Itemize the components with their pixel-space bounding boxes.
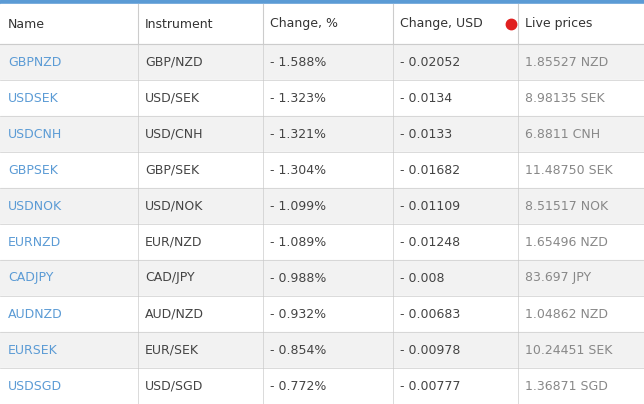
Bar <box>0 260 644 296</box>
Text: GBP/NZD: GBP/NZD <box>145 55 203 69</box>
Text: - 1.588%: - 1.588% <box>270 55 327 69</box>
Text: 6.8811 CNH: 6.8811 CNH <box>525 128 600 141</box>
Text: AUDNZD: AUDNZD <box>8 307 62 320</box>
Text: USDNOK: USDNOK <box>8 200 62 213</box>
Text: Live prices: Live prices <box>525 17 592 30</box>
Bar <box>0 44 644 80</box>
Text: - 0.0133: - 0.0133 <box>400 128 452 141</box>
Text: EUR/SEK: EUR/SEK <box>145 343 199 356</box>
Text: EUR/NZD: EUR/NZD <box>145 236 202 248</box>
Text: CAD/JPY: CAD/JPY <box>145 271 194 284</box>
Text: GBP/SEK: GBP/SEK <box>145 164 199 177</box>
Text: USD/SEK: USD/SEK <box>145 91 200 105</box>
Bar <box>0 224 644 260</box>
Text: - 0.00978: - 0.00978 <box>400 343 460 356</box>
Bar <box>0 368 644 404</box>
Text: - 0.02052: - 0.02052 <box>400 55 460 69</box>
Text: USD/NOK: USD/NOK <box>145 200 204 213</box>
Text: - 0.854%: - 0.854% <box>270 343 327 356</box>
Text: - 0.00683: - 0.00683 <box>400 307 460 320</box>
Text: 1.85527 NZD: 1.85527 NZD <box>525 55 608 69</box>
Bar <box>0 4 644 44</box>
Text: 1.04862 NZD: 1.04862 NZD <box>525 307 608 320</box>
Text: Change, %: Change, % <box>270 17 338 30</box>
Bar <box>0 0 644 4</box>
Text: GBPSEK: GBPSEK <box>8 164 58 177</box>
Text: 1.65496 NZD: 1.65496 NZD <box>525 236 608 248</box>
Bar <box>0 332 644 368</box>
Text: USDCNH: USDCNH <box>8 128 62 141</box>
Bar <box>0 188 644 224</box>
Bar <box>0 296 644 332</box>
Bar <box>0 152 644 188</box>
Text: - 0.01109: - 0.01109 <box>400 200 460 213</box>
Text: - 1.321%: - 1.321% <box>270 128 326 141</box>
Text: EURSEK: EURSEK <box>8 343 58 356</box>
Text: - 0.932%: - 0.932% <box>270 307 326 320</box>
Text: - 0.988%: - 0.988% <box>270 271 327 284</box>
Text: - 1.089%: - 1.089% <box>270 236 327 248</box>
Text: - 0.01682: - 0.01682 <box>400 164 460 177</box>
Text: USD/SGD: USD/SGD <box>145 379 204 393</box>
Text: 1.36871 SGD: 1.36871 SGD <box>525 379 608 393</box>
Text: GBPNZD: GBPNZD <box>8 55 61 69</box>
Text: 83.697 JPY: 83.697 JPY <box>525 271 591 284</box>
Text: EURNZD: EURNZD <box>8 236 61 248</box>
Text: - 0.00777: - 0.00777 <box>400 379 460 393</box>
Text: - 1.099%: - 1.099% <box>270 200 326 213</box>
Bar <box>0 116 644 152</box>
Text: AUD/NZD: AUD/NZD <box>145 307 204 320</box>
Text: 11.48750 SEK: 11.48750 SEK <box>525 164 612 177</box>
Text: - 0.008: - 0.008 <box>400 271 444 284</box>
Text: - 1.304%: - 1.304% <box>270 164 326 177</box>
Text: USDSEK: USDSEK <box>8 91 59 105</box>
Bar <box>0 80 644 116</box>
Text: - 0.772%: - 0.772% <box>270 379 327 393</box>
Text: - 0.0134: - 0.0134 <box>400 91 452 105</box>
Text: Name: Name <box>8 17 45 30</box>
Text: Change, USD: Change, USD <box>400 17 483 30</box>
Text: USD/CNH: USD/CNH <box>145 128 204 141</box>
Text: USDSGD: USDSGD <box>8 379 62 393</box>
Text: 10.24451 SEK: 10.24451 SEK <box>525 343 612 356</box>
Text: 8.51517 NOK: 8.51517 NOK <box>525 200 608 213</box>
Text: Instrument: Instrument <box>145 17 214 30</box>
Text: - 0.01248: - 0.01248 <box>400 236 460 248</box>
Text: 8.98135 SEK: 8.98135 SEK <box>525 91 605 105</box>
Text: - 1.323%: - 1.323% <box>270 91 326 105</box>
Text: CADJPY: CADJPY <box>8 271 53 284</box>
